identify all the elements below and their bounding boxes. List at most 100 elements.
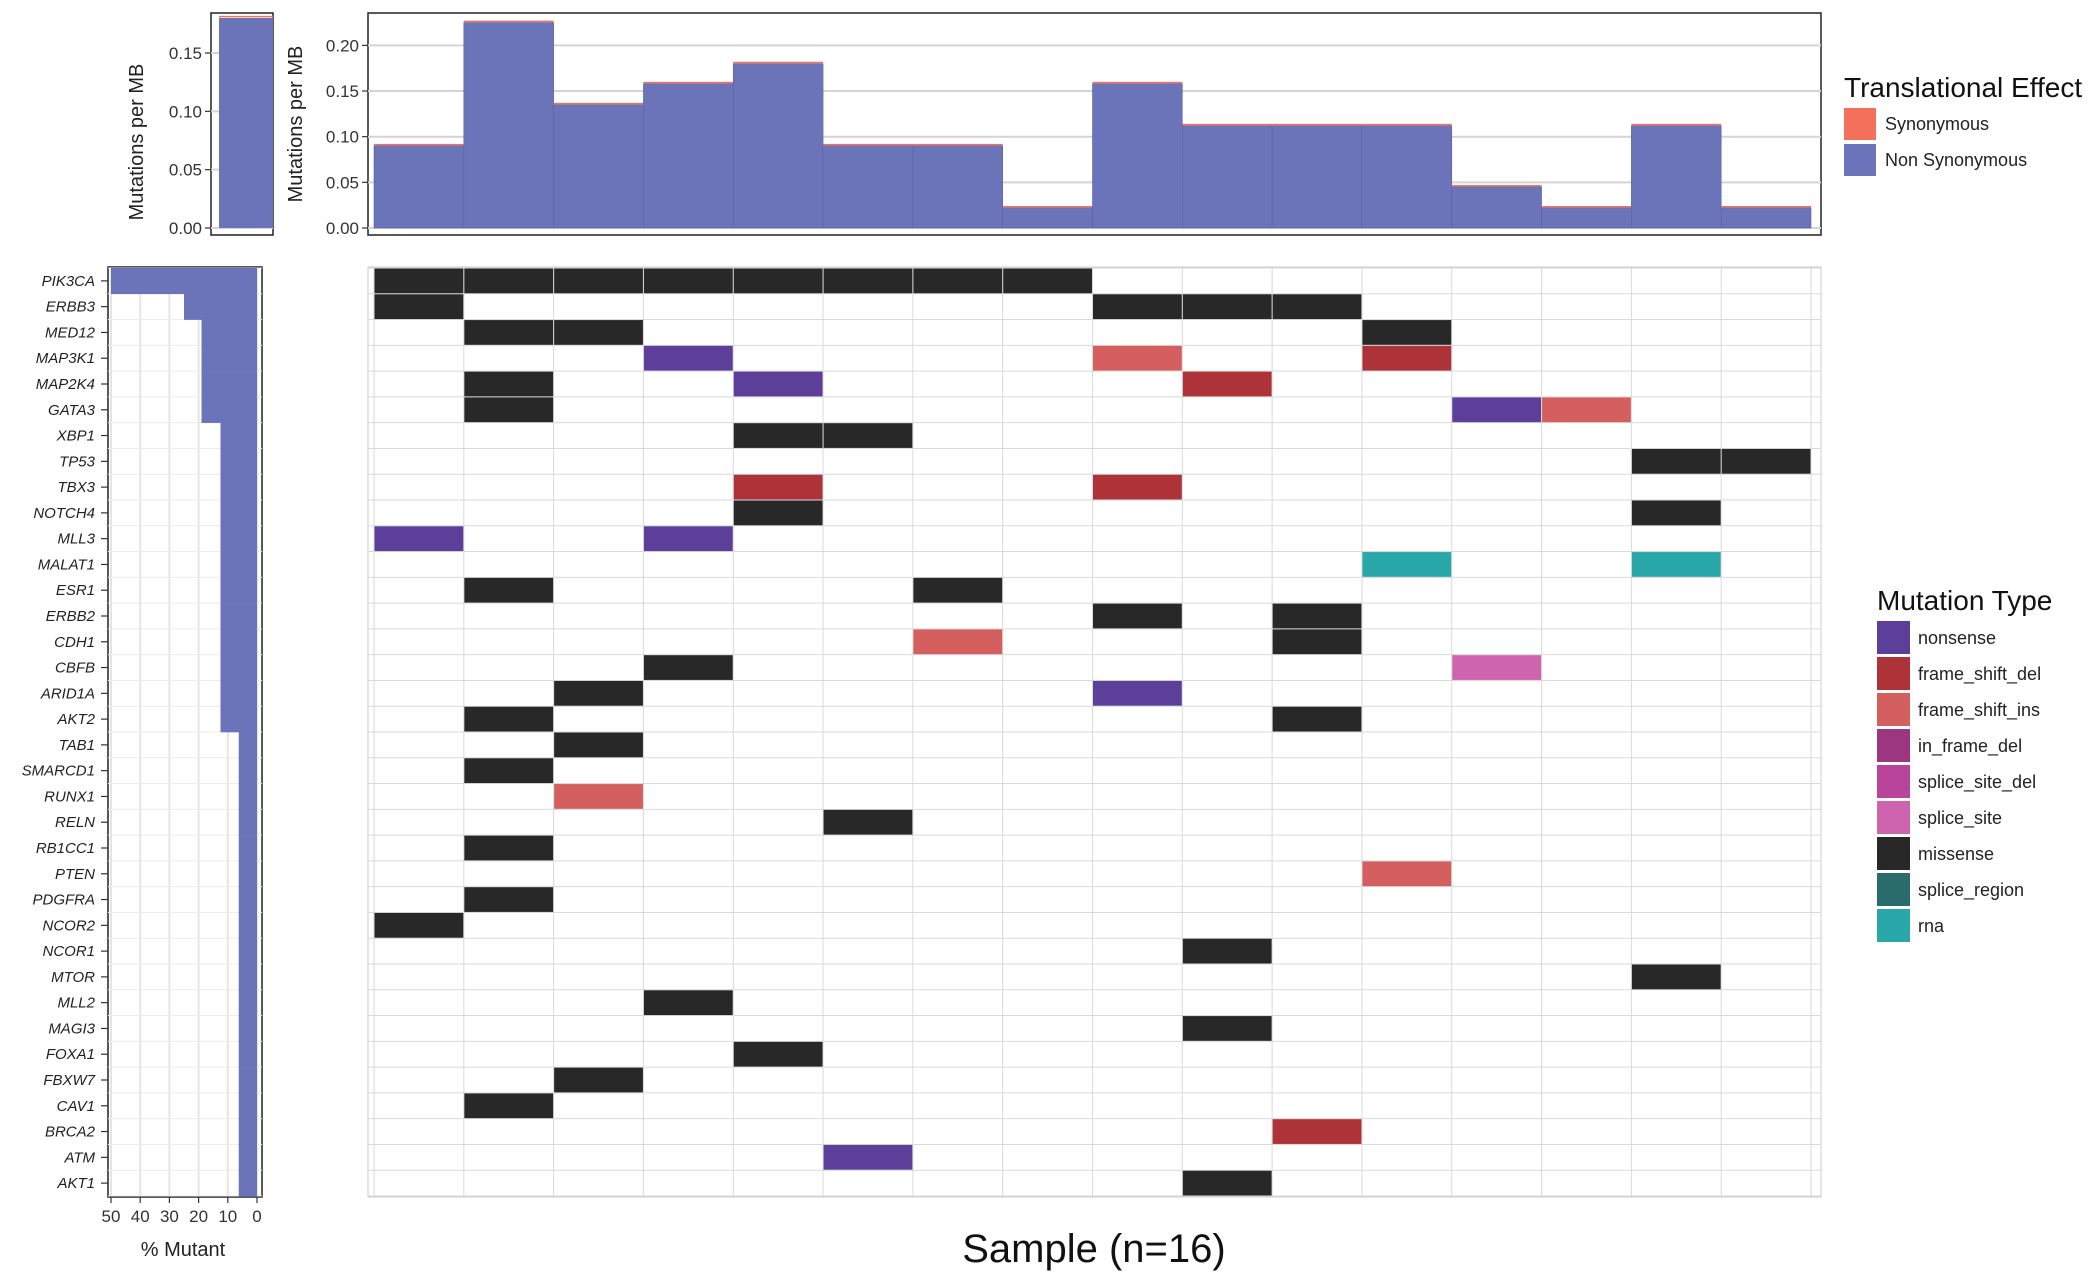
percent-x-tick-label: 20 xyxy=(189,1207,208,1226)
mutation-cell xyxy=(464,577,554,603)
gene-label: NOTCH4 xyxy=(33,505,95,522)
mutation-type-label: missense xyxy=(1918,844,1994,864)
gene-label: TP53 xyxy=(59,453,96,470)
mutation-cell xyxy=(1272,1119,1362,1144)
gene-label: RB1CC1 xyxy=(36,840,95,857)
mutation-type-key xyxy=(1877,801,1910,834)
mutation-type-legend: Mutation Type nonsense frame_shift_delfra… xyxy=(1877,585,2052,942)
percent-mutant-bar xyxy=(201,319,257,346)
gene-label: PDGFRA xyxy=(32,892,95,909)
cohort-y-tick-label: 0.05 xyxy=(169,161,202,180)
gene-label: MAP3K1 xyxy=(36,350,95,367)
mutation-type-label: nonsense xyxy=(1918,628,1996,648)
percent-mutant-bar xyxy=(238,1144,257,1171)
percent-x-tick-label: 50 xyxy=(102,1207,121,1226)
gene-label: PIK3CA xyxy=(42,273,95,290)
sample-bar-synonymous xyxy=(1002,206,1093,208)
percent-mutant-bar xyxy=(201,345,257,372)
mutation-cell xyxy=(1721,448,1811,474)
sample-bar-non-synonymous xyxy=(1541,207,1632,229)
percent-mutant-bar xyxy=(238,1170,257,1197)
mutation-type-label: in_frame_del xyxy=(1918,736,2022,757)
gene-label: MLL2 xyxy=(57,995,95,1012)
sample-bar-non-synonymous xyxy=(1720,207,1812,229)
gene-label: ERBB3 xyxy=(46,299,96,316)
percent-mutant-bar xyxy=(238,1015,257,1042)
mutation-cell xyxy=(1362,320,1452,345)
gene-label: ATM xyxy=(63,1149,95,1166)
translational-effect-legend-title: Translational Effect xyxy=(1844,72,2082,103)
percent-mutant-bar xyxy=(238,989,257,1016)
gene-label: NCOR2 xyxy=(42,917,95,934)
percent-mutant-bar xyxy=(238,809,257,836)
sample-bar-synonymous xyxy=(1721,206,1811,208)
mutation-type-key xyxy=(1877,729,1910,762)
gene-label: TAB1 xyxy=(59,737,95,754)
gene-label: XBP1 xyxy=(56,428,95,445)
percent-x-tick-label: 40 xyxy=(131,1207,150,1226)
mutation-cell xyxy=(643,655,733,680)
percent-mutant-bar xyxy=(201,396,257,423)
mutation-cell xyxy=(1362,345,1452,371)
percent-mutant-bar xyxy=(238,1092,257,1119)
gene-label: CAV1 xyxy=(57,1098,95,1115)
translational-effect-label: Non Synonymous xyxy=(1885,150,2027,170)
mutation-cell xyxy=(554,732,643,758)
mutation-cell xyxy=(374,526,464,552)
sample-bar-synonymous xyxy=(733,61,824,64)
percent-mutant-bar xyxy=(111,268,257,295)
mutation-cell xyxy=(1542,397,1631,423)
gene-label: ESR1 xyxy=(56,582,95,599)
gene-label: CBFB xyxy=(55,660,95,677)
mutation-cell xyxy=(374,268,464,294)
mutation-cell xyxy=(1182,1016,1272,1041)
mutation-cell xyxy=(1452,397,1542,423)
mutation-cell xyxy=(823,809,913,835)
mutation-type-label: frame_shift_ins xyxy=(1918,700,2040,721)
sample-bar-synonymous xyxy=(374,143,464,146)
gene-label: GATA3 xyxy=(48,402,96,419)
percent-mutant-panel: 50 40 30 20 10 0 PIK3CA ERBB3 MED12 MAP3K1 MAP2K4… xyxy=(22,266,263,1261)
mutation-cell xyxy=(464,706,554,732)
sample-bar-non-synonymous xyxy=(643,83,734,229)
gene-label: RELN xyxy=(55,814,95,831)
percent-mutant-bar xyxy=(238,1118,257,1145)
mutation-type-key xyxy=(1877,873,1910,906)
gene-label: MAP2K4 xyxy=(36,376,95,393)
mutation-cell xyxy=(733,1041,823,1067)
percent-mutant-bar xyxy=(220,680,257,707)
sample-bar-non-synonymous xyxy=(553,104,644,229)
percent-mutant-bar xyxy=(220,500,257,527)
sample-y-tick-label: 0.15 xyxy=(326,82,359,101)
percent-mutant-bar xyxy=(220,577,257,604)
percent-mutant-bar xyxy=(184,293,257,320)
percent-x-tick-label: 10 xyxy=(218,1207,237,1226)
mutation-cell xyxy=(1093,680,1182,706)
mutation-cell xyxy=(823,1144,913,1170)
mutation-cell xyxy=(464,887,554,912)
mutation-cell xyxy=(1182,1170,1272,1196)
sample-bar-non-synonymous xyxy=(912,145,1003,229)
mutation-cell xyxy=(733,268,823,294)
mutation-cell xyxy=(733,423,823,448)
sample-burden-bars xyxy=(373,20,1812,229)
sample-bar-non-synonymous xyxy=(463,22,554,229)
mutation-cell xyxy=(1272,706,1362,732)
mutation-cell xyxy=(733,371,823,397)
mutation-cell xyxy=(464,320,554,345)
sample-axis-title: Sample (n=16) xyxy=(962,1227,1225,1271)
translational-effect-label: Synonymous xyxy=(1885,114,1989,134)
mutation-cell xyxy=(464,1093,554,1119)
mutation-cell xyxy=(1182,938,1272,964)
sample-y-tick-label: 0.10 xyxy=(326,128,359,147)
percent-mutant-bar xyxy=(220,448,257,475)
cohort-burden-bars xyxy=(219,15,273,228)
sample-bar-synonymous xyxy=(553,102,644,105)
mutation-cell xyxy=(554,784,643,809)
gene-label: TBX3 xyxy=(57,479,95,496)
gene-label: MALAT1 xyxy=(38,556,95,573)
translational-effect-key xyxy=(1844,144,1876,176)
gene-label: AKT2 xyxy=(56,711,95,728)
sample-bar-non-synonymous xyxy=(1271,125,1363,229)
